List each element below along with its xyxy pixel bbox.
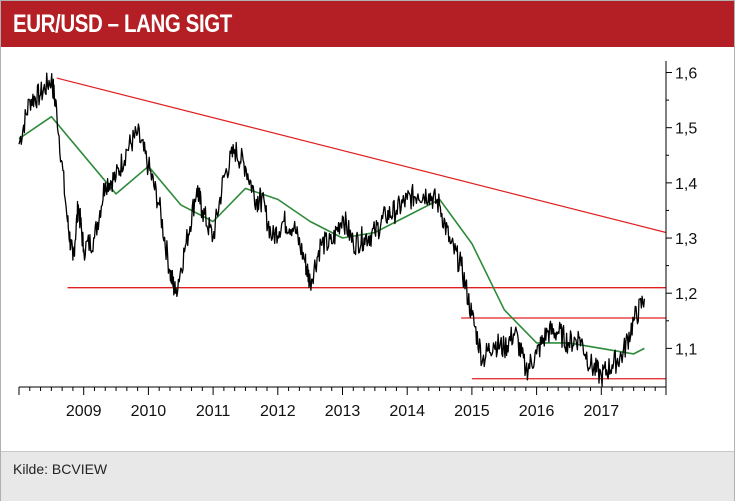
source-footer: Kilde: BCVIEW [1, 451, 734, 501]
y-tick-label: 1,4 [675, 176, 697, 193]
chart-area: 1,1 1,2 1,3 1,4 1,5 1,6 2009 2010 2011 2012 2013 20… [1, 47, 734, 451]
price-line [18, 72, 646, 387]
eurusd-chart: 1,1 1,2 1,3 1,4 1,5 1,6 2009 2010 2011 2012 2013 20… [18, 61, 697, 420]
y-tick-label: 1,1 [675, 341, 697, 358]
y-tick-label: 1,6 [675, 66, 697, 83]
resistance-trendline [56, 77, 667, 234]
moving-average-line [18, 115, 645, 355]
x-tick-label: 2010 [131, 403, 167, 420]
y-tick-label: 1,3 [675, 231, 697, 248]
x-tick-label: 2015 [454, 403, 490, 420]
x-tick-label: 2012 [260, 403, 296, 420]
chart-title: EUR/USD – LANG SIGT [13, 10, 232, 38]
x-tick-label: 2014 [389, 403, 425, 420]
x-tick-label: 2017 [584, 403, 620, 420]
y-tick-label: 1,5 [675, 121, 697, 138]
x-tick-label: 2016 [519, 403, 555, 420]
chart-header: EUR/USD – LANG SIGT [1, 1, 734, 47]
y-tick-label: 1,2 [675, 286, 697, 303]
x-tick-label: 2013 [325, 403, 361, 420]
source-label: Kilde: BCVIEW [13, 461, 108, 477]
x-tick-label: 2009 [66, 403, 102, 420]
x-tick-label: 2011 [196, 403, 231, 420]
